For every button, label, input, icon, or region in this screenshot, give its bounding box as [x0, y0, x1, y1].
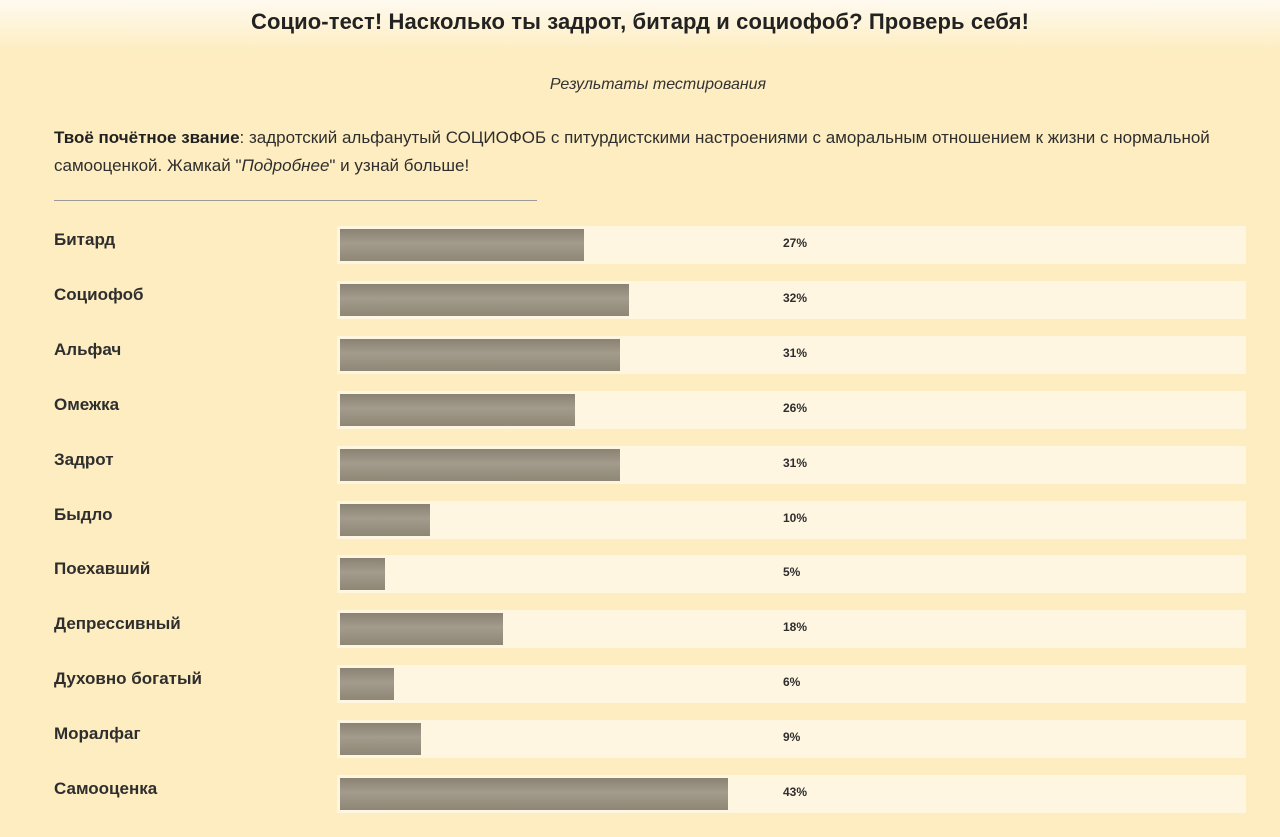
divider-line [54, 200, 537, 201]
result-percent-label: 6% [783, 675, 801, 690]
result-percent-label: 5% [783, 565, 801, 580]
result-row: Альфач 31% [0, 335, 1280, 374]
more-word: Подробнее [241, 156, 330, 175]
result-row-label: Задрот [54, 449, 114, 469]
result-bar-fill [340, 723, 422, 756]
result-row: Духовно богатый 6% [0, 665, 1280, 704]
result-row: Депрессивный 18% [0, 610, 1280, 649]
result-bar-track [337, 445, 1246, 484]
result-bar-track [337, 665, 1246, 704]
result-bar-track [337, 390, 1246, 429]
result-bar-fill [340, 283, 629, 316]
result-row-label: Быдло [54, 504, 113, 524]
result-percent-label: 31% [783, 345, 808, 360]
result-row: Быдло 10% [0, 500, 1280, 539]
result-row: Моралфаг 9% [0, 720, 1280, 759]
result-bar-fill [340, 558, 386, 591]
result-bar-fill [340, 393, 575, 426]
result-bar-fill [340, 338, 620, 371]
result-percent-label: 27% [783, 236, 808, 250]
result-bar-track [337, 720, 1246, 759]
result-description: Твоё почётное звание: задротский альфану… [54, 124, 1234, 180]
rank-label: Твоё почётное звание [54, 128, 240, 147]
result-row: Самооценка 43% [0, 775, 1280, 813]
result-row-label: Самооценка [54, 779, 158, 798]
result-row: Омежка 26% [0, 390, 1280, 429]
result-bar-fill [340, 448, 620, 481]
result-row-label: Социофоб [54, 284, 144, 304]
result-bar-fill [340, 229, 584, 261]
rank-text-part-1: : задротский альфанутый СОЦИОФОБ с питур… [54, 128, 1210, 175]
result-bar-fill [340, 503, 431, 536]
result-row: Битард 27% [0, 226, 1280, 264]
result-percent-label: 18% [783, 620, 808, 635]
result-row-label: Омежка [54, 394, 120, 414]
result-row-label: Депрессивный [54, 614, 181, 634]
result-row: Поехавший 5% [0, 555, 1280, 594]
result-row-label: Альфач [54, 339, 122, 359]
result-percent-label: 43% [783, 785, 808, 799]
page-title: Социо-тест! Насколько ты задрот, битард … [250, 9, 1030, 34]
result-bar-track [337, 555, 1246, 594]
page-header: Социо-тест! Насколько ты задрот, битард … [0, 0, 1280, 44]
result-bar-track [337, 610, 1246, 649]
rank-text-part-2: " и узнай больше! [329, 156, 470, 175]
results-subtitle: Результаты тестирования [549, 76, 767, 93]
result-bar-track [337, 500, 1246, 539]
result-bar-track [337, 226, 1246, 264]
result-percent-label: 26% [783, 400, 808, 415]
result-row-label: Битард [54, 230, 116, 249]
result-row-label: Моралфаг [54, 724, 141, 744]
result-bar-track [337, 775, 1246, 813]
result-bar-track [337, 335, 1246, 374]
result-row: Социофоб 32% [0, 280, 1280, 319]
result-percent-label: 31% [783, 455, 808, 470]
result-bar-fill [340, 613, 503, 646]
result-row-label: Поехавший [54, 559, 151, 579]
result-percent-label: 10% [783, 510, 808, 525]
result-bar-fill [340, 668, 395, 701]
result-percent-label: 9% [783, 730, 801, 745]
result-percent-label: 32% [783, 290, 808, 305]
result-row-label: Духовно богатый [54, 669, 202, 689]
result-bar-fill [340, 778, 729, 810]
result-bar-track [337, 280, 1246, 319]
result-row: Задрот 31% [0, 445, 1280, 484]
